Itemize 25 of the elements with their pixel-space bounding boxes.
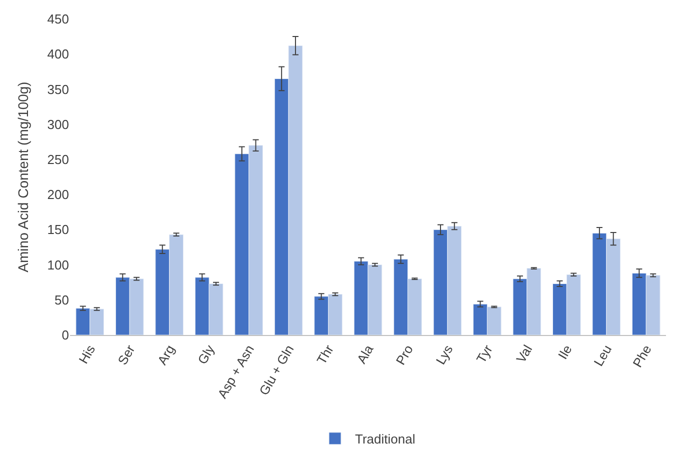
x-tick-label: Tyr [473, 342, 496, 366]
x-tick-label: Ser [114, 342, 138, 368]
x-tick-label: Thr [314, 342, 337, 367]
x-tick-label: Leu [590, 342, 615, 369]
y-tick-label: 350 [47, 82, 69, 97]
legend-label: Traditional [355, 432, 416, 446]
x-tick-label: Ile [555, 342, 575, 362]
y-tick-label: 50 [54, 292, 69, 308]
y-tick-label: 400 [47, 46, 69, 62]
y-tick-label: 200 [47, 187, 69, 202]
y-tick-label: 450 [47, 12, 69, 27]
y-tick-label: 100 [47, 257, 69, 272]
y-tick-label: 250 [47, 152, 69, 167]
x-tick-label: Glu + Gln [256, 342, 297, 398]
x-tick-label: Ala [354, 342, 377, 366]
x-tick-label: His [76, 342, 98, 366]
y-tick-label: 150 [47, 222, 69, 238]
y-axis-title: Amino Acid Content (mg/100g) [14, 82, 31, 272]
y-tick-label: 300 [47, 116, 69, 132]
x-tick-label: Arg [154, 342, 178, 368]
y-tick-label: 0 [62, 328, 69, 343]
x-tick-label: Phe [630, 342, 654, 370]
x-tick-label: Pro [392, 342, 416, 368]
x-tick-label: Val [513, 342, 536, 366]
x-tick-label: Lys [432, 342, 456, 367]
